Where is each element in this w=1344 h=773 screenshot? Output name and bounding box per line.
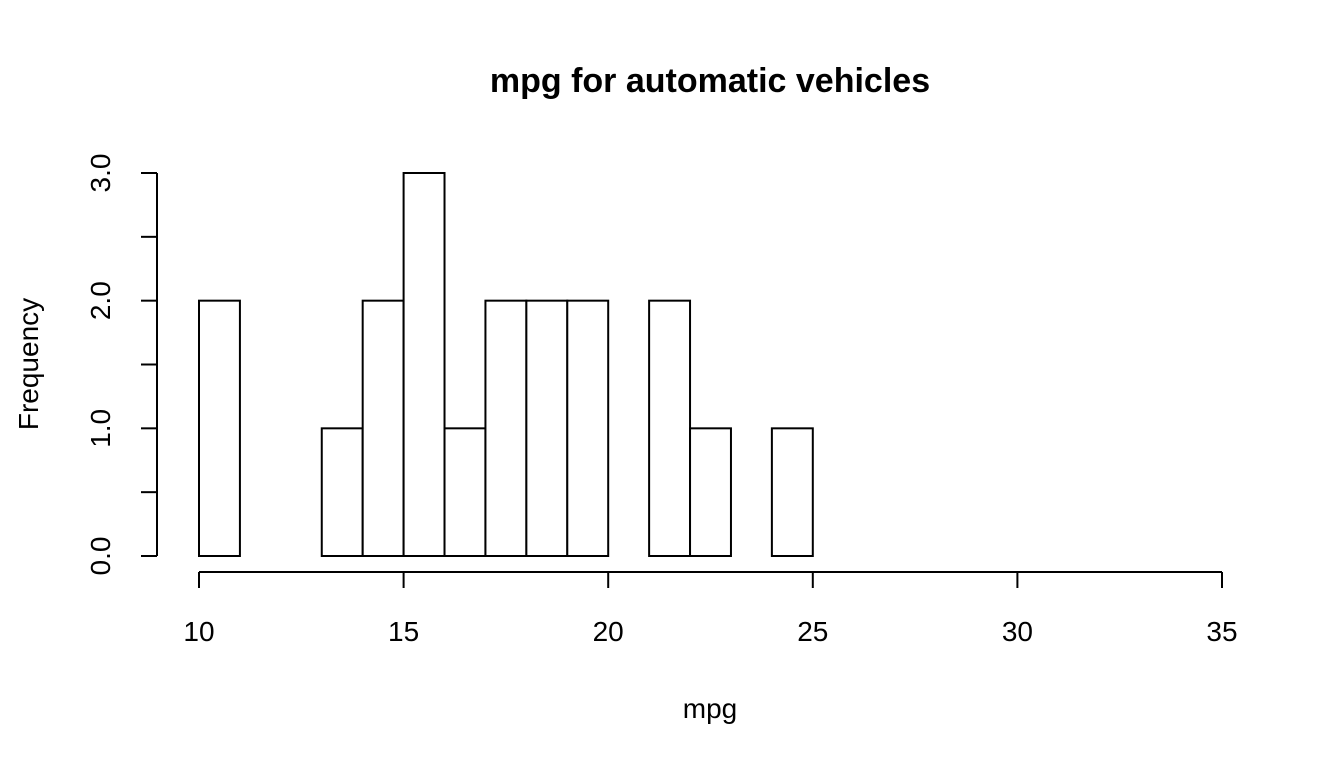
histogram-bar <box>443 427 487 558</box>
y-tick-label: 2.0 <box>85 281 116 320</box>
y-axis: 0.0 1.0 2.0 3.0 <box>85 154 158 576</box>
histogram-bar <box>525 299 569 557</box>
bars-group <box>198 172 814 558</box>
x-tick-label: 10 <box>183 616 214 647</box>
y-tick-label: 1.0 <box>85 409 116 448</box>
x-tick-label: 35 <box>1206 616 1237 647</box>
histogram-bar <box>648 299 692 557</box>
x-axis: 10 15 20 25 30 35 <box>183 571 1238 647</box>
x-tick-label: 30 <box>1002 616 1033 647</box>
y-tick-label: 0.0 <box>85 537 116 576</box>
histogram-bar <box>402 172 446 557</box>
x-axis-label: mpg <box>683 693 737 724</box>
histogram-bar <box>770 427 814 558</box>
y-axis-label: Frequency <box>13 298 44 430</box>
histogram-bar <box>484 299 528 557</box>
x-tick-label: 25 <box>797 616 828 647</box>
histogram-bar <box>361 299 405 557</box>
histogram-bar <box>566 299 610 557</box>
histogram-bar <box>198 299 241 557</box>
histogram-bar <box>320 427 364 558</box>
y-tick-label: 3.0 <box>85 154 116 193</box>
histogram-bar <box>689 427 732 558</box>
chart-title: mpg for automatic vehicles <box>490 62 930 100</box>
x-tick-label: 15 <box>388 616 419 647</box>
x-tick-label: 20 <box>593 616 624 647</box>
